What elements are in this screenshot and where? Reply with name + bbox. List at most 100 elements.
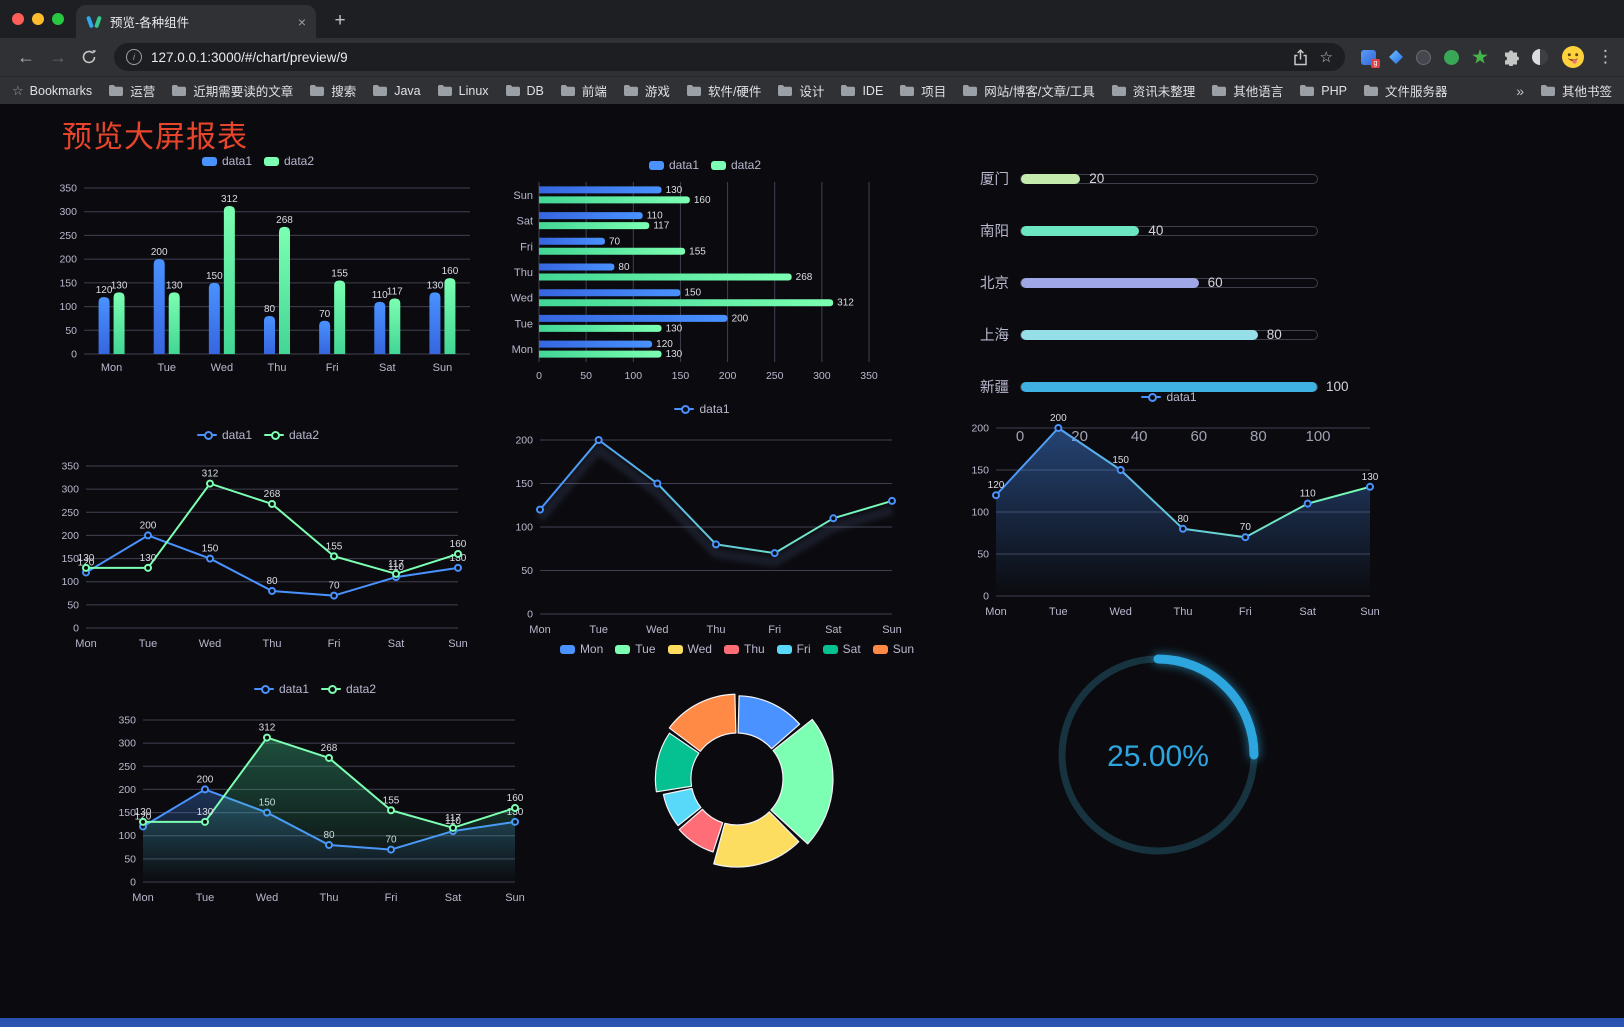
profile-avatar[interactable] bbox=[1561, 45, 1585, 69]
legend-label: Mon bbox=[579, 642, 604, 656]
pie-slice-Thu[interactable] bbox=[678, 808, 724, 853]
legend-item-Wed[interactable]: Wed bbox=[667, 642, 712, 656]
extensions-puzzle-icon[interactable] bbox=[1501, 49, 1519, 66]
legend-item-data1[interactable]: data1 bbox=[196, 428, 252, 442]
svg-text:100: 100 bbox=[515, 522, 533, 534]
bookmark-folder[interactable]: 运营 bbox=[108, 81, 155, 100]
bookmark-folder[interactable]: 搜索 bbox=[309, 81, 356, 100]
svg-text:0: 0 bbox=[130, 877, 136, 889]
bookmark-folder[interactable]: 网站/博客/文章/工具 bbox=[962, 81, 1095, 100]
url-text[interactable]: 127.0.0.1:3000/#/chart/preview/9 bbox=[151, 49, 348, 65]
svg-text:117: 117 bbox=[445, 813, 461, 824]
bookmark-folder[interactable]: Linux bbox=[437, 84, 489, 98]
new-tab-button[interactable]: + bbox=[334, 10, 346, 31]
legend-label: data2 bbox=[731, 158, 762, 172]
bookmark-folder[interactable]: 软件/硬件 bbox=[686, 81, 761, 100]
legend-item-Mon[interactable]: Mon bbox=[559, 642, 604, 656]
svg-text:100: 100 bbox=[625, 370, 643, 382]
bookmark-folder[interactable]: 项目 bbox=[899, 81, 946, 100]
toolbar: ← → i 127.0.0.1:3000/#/chart/preview/9 ☆… bbox=[0, 38, 1624, 76]
legend-marker bbox=[201, 156, 217, 166]
legend-item-Tue[interactable]: Tue bbox=[615, 642, 656, 656]
fullscreen-window-button[interactable] bbox=[52, 13, 64, 25]
bookmark-label: PHP bbox=[1321, 83, 1347, 98]
bookmark-folder[interactable]: Java bbox=[372, 84, 421, 98]
pie-slice-Sun[interactable] bbox=[668, 693, 737, 752]
pie-slice-Sat[interactable] bbox=[654, 732, 700, 793]
legend-item-data1[interactable]: data1 bbox=[648, 158, 699, 172]
legend-item-data2[interactable]: data2 bbox=[321, 682, 376, 696]
minimize-window-button[interactable] bbox=[32, 13, 44, 25]
svg-text:312: 312 bbox=[202, 469, 219, 480]
bookmark-folder[interactable]: 游戏 bbox=[623, 81, 670, 100]
site-info-icon[interactable]: i bbox=[126, 49, 142, 65]
bookmark-folder[interactable]: 设计 bbox=[777, 81, 824, 100]
svg-text:155: 155 bbox=[383, 795, 400, 806]
bookmark-folder[interactable]: 文件服务器 bbox=[1363, 81, 1448, 100]
footer-accent-bar bbox=[0, 1018, 1624, 1027]
address-bar[interactable]: i 127.0.0.1:3000/#/chart/preview/9 ☆ bbox=[114, 43, 1345, 71]
pie-slice-Fri[interactable] bbox=[662, 787, 702, 827]
svg-text:120: 120 bbox=[988, 480, 1005, 491]
legend-item-Sat[interactable]: Sat bbox=[822, 642, 861, 656]
reload-button[interactable] bbox=[81, 49, 97, 65]
bookmark-star-icon[interactable]: ☆ bbox=[1319, 49, 1333, 66]
bookmark-folder[interactable]: PHP bbox=[1299, 84, 1347, 98]
legend-item-Fri[interactable]: Fri bbox=[776, 642, 811, 656]
close-tab-icon[interactable]: × bbox=[297, 13, 306, 30]
progress-row: 南阳 40 bbox=[980, 220, 1356, 241]
back-button[interactable]: ← bbox=[17, 46, 35, 67]
legend-item-Sun[interactable]: Sun bbox=[872, 642, 914, 656]
svg-text:120: 120 bbox=[135, 811, 152, 822]
pie-slice-Mon[interactable] bbox=[737, 695, 801, 750]
reading-mode-icon[interactable] bbox=[1532, 49, 1548, 65]
bookmark-label: 网站/博客/文章/工具 bbox=[984, 85, 1095, 99]
pie-slice-Tue[interactable] bbox=[770, 718, 834, 845]
chart-legend: Mon Tue Wed Thu Fri Sat Sun bbox=[559, 640, 914, 658]
bookmark-folder[interactable]: 前端 bbox=[560, 81, 607, 100]
svg-text:110: 110 bbox=[388, 562, 404, 573]
bookmarks-root-item[interactable]: ☆ Bookmarks bbox=[12, 83, 92, 99]
legend-marker bbox=[264, 430, 284, 440]
bookmark-folder[interactable]: 其他语言 bbox=[1211, 81, 1283, 100]
share-icon[interactable] bbox=[1293, 48, 1308, 66]
svg-text:130: 130 bbox=[197, 807, 214, 818]
legend-marker bbox=[822, 644, 838, 654]
extension-icon-5[interactable] bbox=[1472, 49, 1488, 64]
legend-marker bbox=[264, 156, 279, 166]
menu-icon[interactable]: ⋮ bbox=[1597, 47, 1614, 66]
bookmark-label: 文件服务器 bbox=[1384, 85, 1448, 99]
legend-item-Thu[interactable]: Thu bbox=[723, 642, 765, 656]
other-bookmarks-folder[interactable]: 其他书签 bbox=[1540, 81, 1612, 100]
browser-tab[interactable]: 预览-各种组件 × bbox=[76, 5, 316, 38]
svg-text:Thu: Thu bbox=[1174, 606, 1193, 618]
close-window-button[interactable] bbox=[12, 13, 24, 25]
bookmark-folder[interactable]: IDE bbox=[840, 84, 883, 98]
pie-slice-Wed[interactable] bbox=[713, 811, 800, 868]
svg-text:350: 350 bbox=[860, 370, 878, 382]
legend-item-data1[interactable]: data1 bbox=[201, 154, 252, 168]
legend-item-data1[interactable]: data1 bbox=[1141, 390, 1197, 404]
legend-item-data2[interactable]: data2 bbox=[711, 158, 761, 172]
forward-button[interactable]: → bbox=[49, 46, 67, 67]
bookmark-folder[interactable]: DB bbox=[505, 84, 544, 98]
legend-item-data1[interactable]: data1 bbox=[253, 682, 309, 696]
extensions-area: g bbox=[1361, 45, 1585, 69]
legend-item-data2[interactable]: data2 bbox=[264, 428, 319, 442]
bookmarks-overflow-chevron[interactable]: » bbox=[1516, 82, 1524, 99]
svg-text:268: 268 bbox=[321, 743, 338, 754]
svg-text:150: 150 bbox=[672, 370, 690, 382]
bookmark-folder[interactable]: 近期需要读的文章 bbox=[171, 81, 293, 100]
legend-item-data1[interactable]: data1 bbox=[674, 402, 730, 416]
extension-icon-3[interactable] bbox=[1416, 49, 1431, 65]
svg-text:300: 300 bbox=[59, 206, 77, 218]
svg-text:120: 120 bbox=[656, 339, 673, 350]
bookmark-folder[interactable]: 资讯未整理 bbox=[1111, 81, 1195, 100]
axis-tick-label: 100 bbox=[1305, 428, 1331, 445]
extension-icon-4[interactable] bbox=[1444, 49, 1459, 65]
extension-icon-1[interactable]: g bbox=[1361, 49, 1380, 68]
legend-item-data2[interactable]: data2 bbox=[264, 154, 314, 168]
svg-text:130: 130 bbox=[111, 280, 128, 291]
extension-icon-2[interactable] bbox=[1389, 50, 1403, 64]
svg-text:155: 155 bbox=[326, 541, 343, 552]
